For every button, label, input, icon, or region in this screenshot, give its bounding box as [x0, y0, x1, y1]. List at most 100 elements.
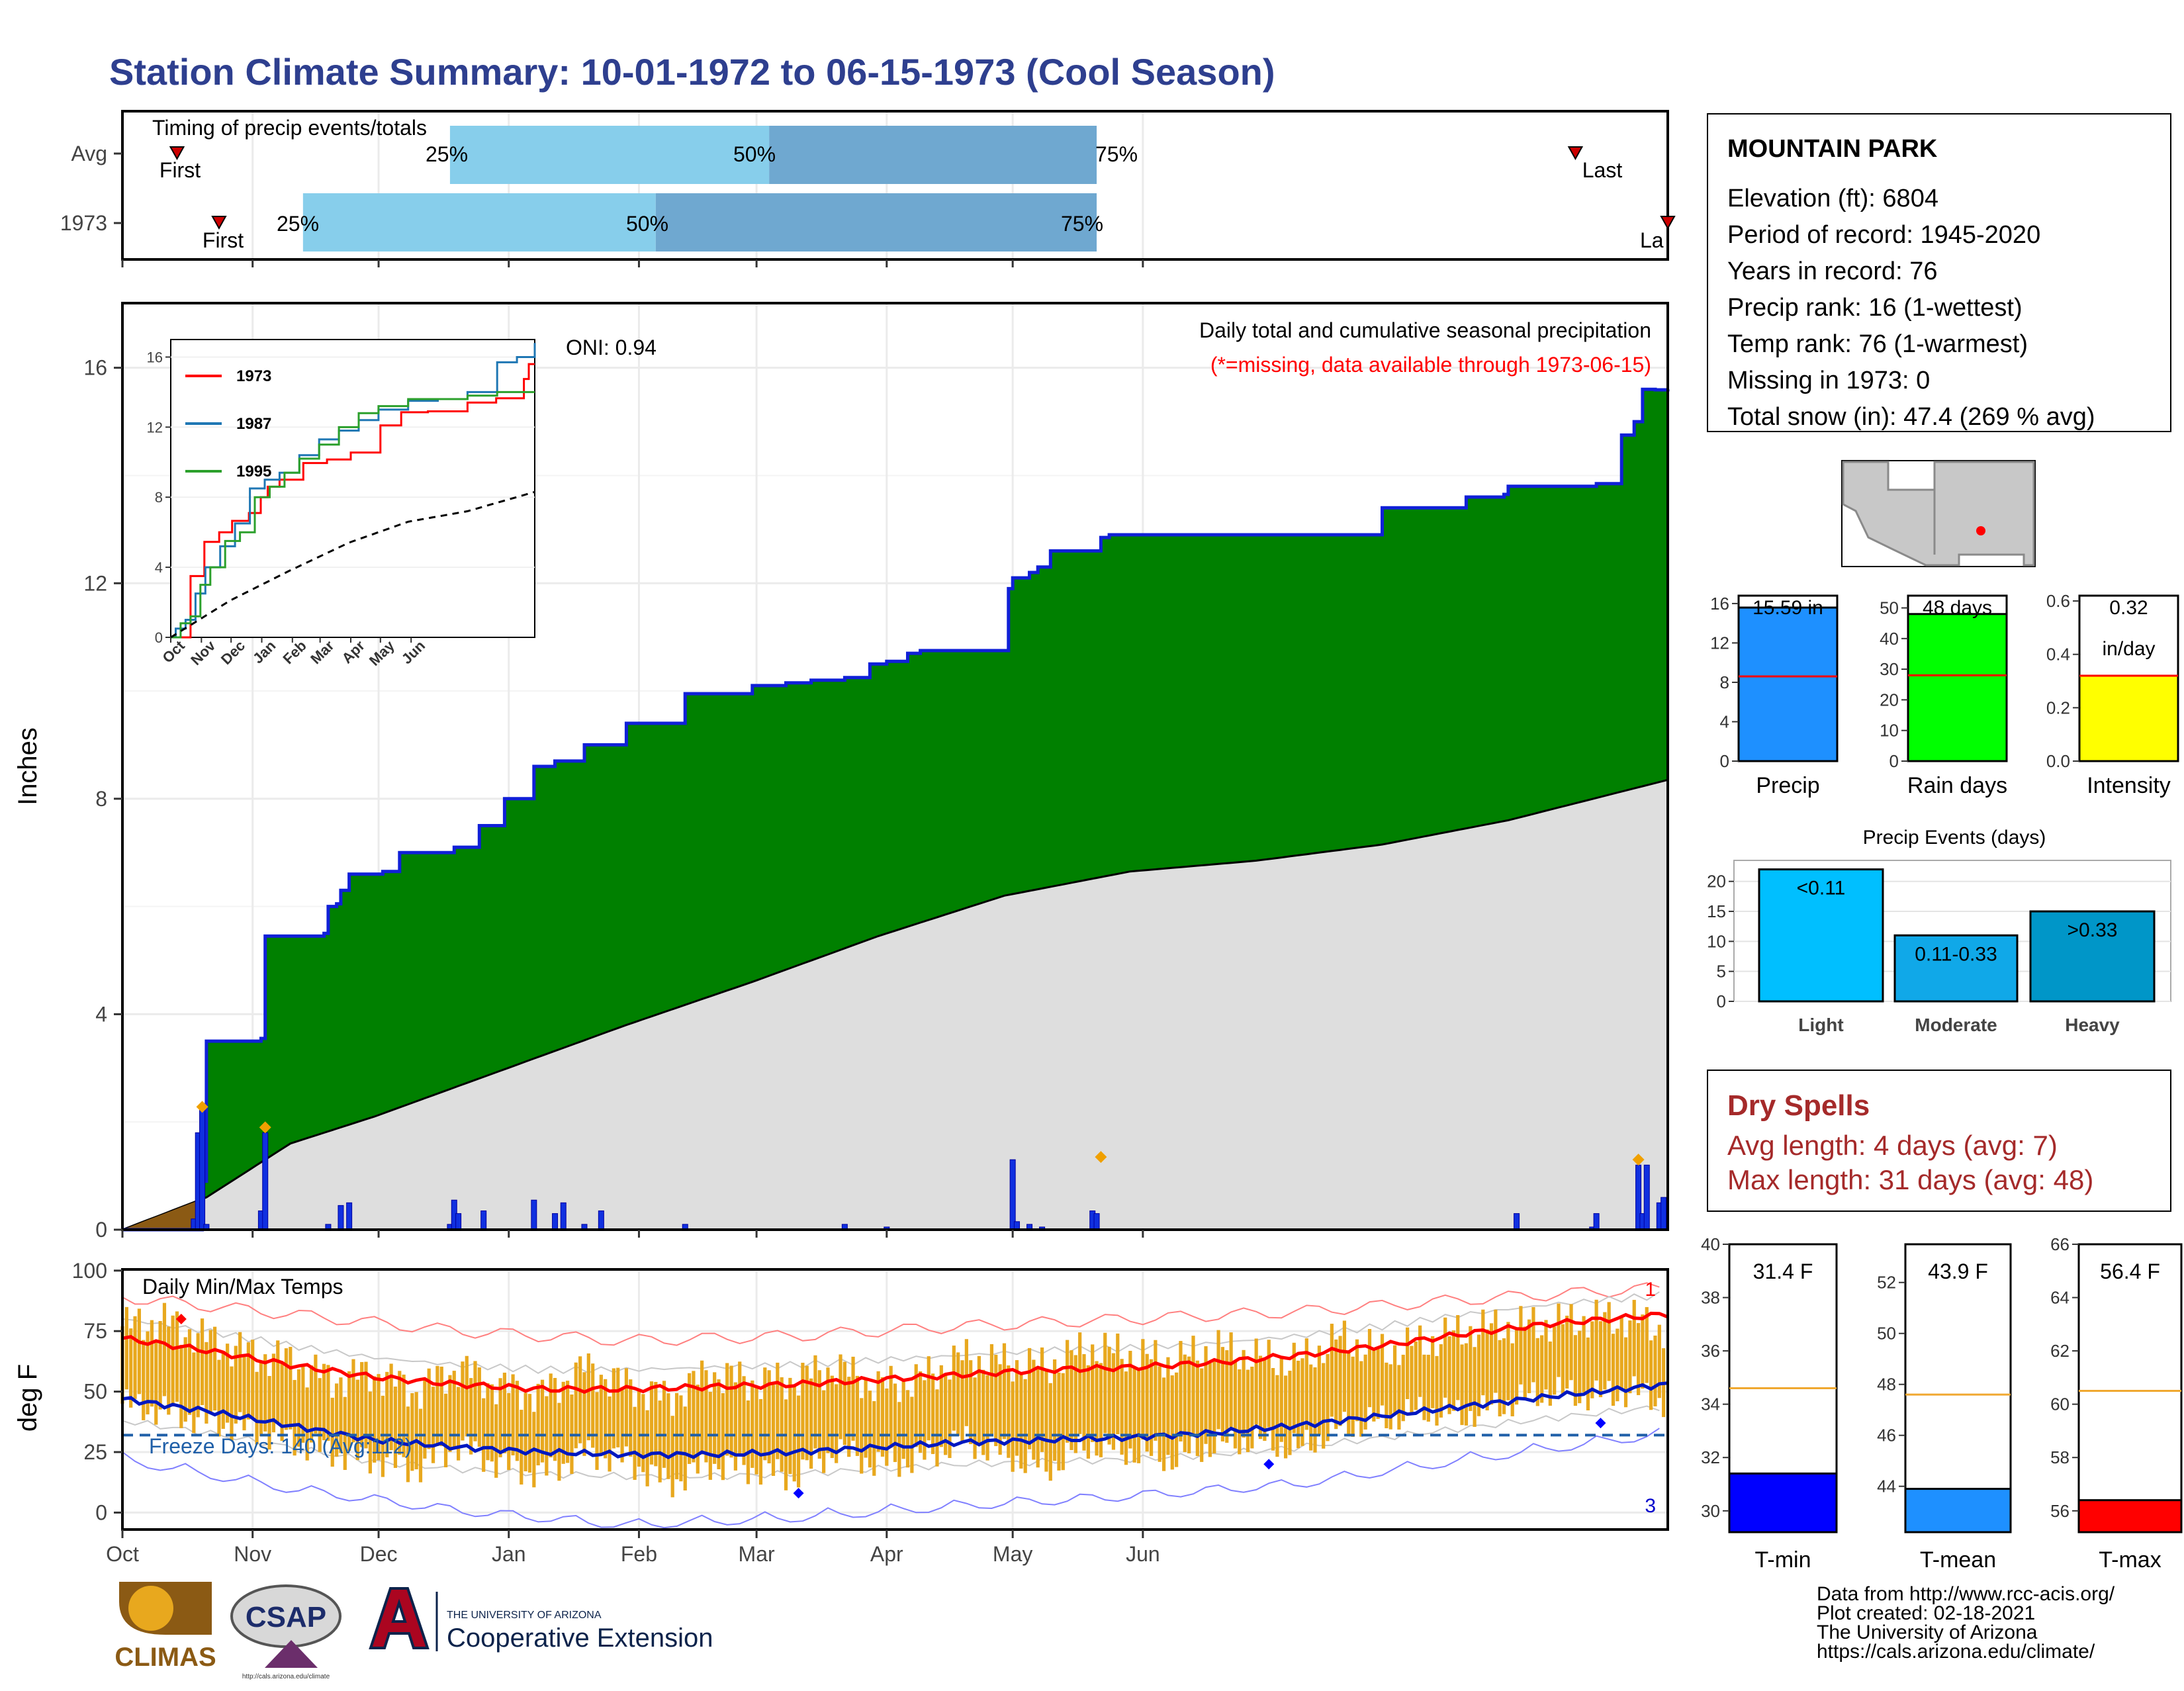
daily-temp-bar — [780, 1377, 784, 1472]
daily-temp-bar — [561, 1381, 565, 1464]
events-bar-Light — [1758, 868, 1884, 1003]
daily-temp-bar — [284, 1348, 289, 1430]
events-bar-label-1: 0.11-0.33 — [1915, 943, 1997, 965]
daily-precip-bar — [199, 1105, 206, 1230]
daily-temp-bar — [322, 1363, 326, 1441]
daily-temp-bar — [1179, 1341, 1183, 1441]
daily-temp-bar — [314, 1354, 318, 1434]
daily-temp-bar — [385, 1371, 389, 1457]
daily-temp-bar — [553, 1377, 557, 1461]
mini-bar-ytick-label: 30 — [1880, 659, 1899, 679]
temp-mini-value-1: 43.9 F — [1928, 1259, 1988, 1283]
daily-temp-bar — [1523, 1326, 1527, 1400]
daily-temp-bar — [842, 1361, 846, 1445]
daily-temp-bar — [692, 1371, 696, 1463]
freeze-days-label: Freeze Days: 140 (Avg:112) — [149, 1434, 412, 1458]
daily-temp-bar — [1481, 1309, 1485, 1396]
daily-temp-bar — [952, 1346, 956, 1431]
daily-temp-bar — [1238, 1369, 1242, 1455]
daily-temp-bar — [733, 1382, 737, 1471]
daily-temp-bar — [1187, 1356, 1191, 1453]
daily-temp-bar — [574, 1362, 578, 1449]
temp-mini-ytick-label: 40 — [1701, 1234, 1720, 1254]
daily-temp-bar — [1069, 1350, 1073, 1450]
daily-temp-bar — [280, 1363, 284, 1441]
daily-temp-bar — [423, 1379, 427, 1459]
mini-bar-Precip — [1737, 606, 1839, 762]
dry-spells-avg: Avg length: 4 days (avg: 7) — [1727, 1130, 2058, 1161]
station-location-dot — [1976, 526, 1985, 535]
daily-temp-bar — [465, 1355, 469, 1437]
daily-temp-bar — [549, 1373, 553, 1458]
daily-temp-bar — [578, 1356, 582, 1443]
daily-temp-bar — [318, 1378, 322, 1452]
daily-temp-bar — [1502, 1338, 1506, 1414]
daily-temp-bar — [339, 1377, 343, 1453]
timing-row-label-year: 1973 — [60, 211, 107, 235]
precip-ytick-label: 12 — [83, 571, 107, 595]
daily-temp-bar — [439, 1366, 443, 1447]
footer-url: https://cals.arizona.edu/climate/ — [1817, 1641, 2095, 1663]
daily-temp-bar — [746, 1400, 751, 1485]
station-years: Years in record: 76 — [1727, 257, 1938, 285]
daily-temp-bar — [187, 1329, 192, 1415]
snow-event-marker — [259, 1121, 271, 1134]
daily-temp-bar — [234, 1346, 238, 1424]
temp-ytick-label: 75 — [83, 1319, 107, 1343]
daily-temp-bar — [771, 1385, 776, 1476]
mini-bar-ytick-label: 10 — [1880, 721, 1899, 741]
temp-mini-value-0: 31.4 F — [1753, 1259, 1813, 1283]
daily-temp-bar — [1313, 1367, 1317, 1453]
timing-year-first-label: First — [203, 228, 244, 252]
timing-row-label-avg: Avg — [71, 142, 107, 165]
daily-temp-bar — [948, 1379, 952, 1458]
daily-temp-bar — [1023, 1379, 1027, 1473]
daily-temp-bar — [918, 1371, 923, 1453]
station-precip-rank: Precip rank: 16 (1-wettest) — [1727, 294, 2023, 322]
daily-temp-bar — [1439, 1344, 1443, 1418]
daily-temp-bar — [205, 1342, 208, 1424]
timing-panel-frame — [121, 110, 1669, 261]
daily-temp-bar — [477, 1367, 481, 1447]
daily-temp-bar — [1510, 1343, 1514, 1416]
daily-temp-bar — [1548, 1341, 1552, 1406]
daily-temp-bar — [326, 1365, 330, 1441]
daily-temp-bar — [1078, 1332, 1082, 1434]
temp-mini-label-2: T-max — [2099, 1547, 2161, 1573]
events-ytick-label: 15 — [1707, 901, 1726, 921]
daily-temp-bar — [1200, 1368, 1204, 1462]
daily-temp-bar — [431, 1387, 435, 1463]
inset-legend: 1973 1987 1995 — [185, 367, 271, 480]
daily-temp-bar — [1066, 1340, 1069, 1443]
daily-temp-bar — [259, 1361, 263, 1437]
daily-temp-bar — [939, 1365, 943, 1447]
timing-year-q75-label: 75% — [1061, 212, 1103, 236]
daily-temp-bar — [776, 1362, 780, 1459]
daily-temp-bar — [1300, 1358, 1304, 1446]
daily-temp-bar — [217, 1359, 221, 1437]
daily-temp-bar — [1473, 1347, 1477, 1427]
daily-temp-bar — [1657, 1324, 1661, 1398]
daily-precip-bar — [338, 1205, 344, 1230]
daily-temp-bar — [880, 1377, 885, 1457]
first-event-marker-1 — [211, 216, 227, 230]
month-tick-label: Nov — [234, 1542, 271, 1566]
daily-precip-bar — [531, 1199, 537, 1230]
daily-temp-bar — [267, 1376, 271, 1450]
daily-temp-bar — [801, 1363, 805, 1460]
daily-temp-bar — [1326, 1353, 1330, 1441]
daily-temp-bar — [700, 1360, 704, 1455]
temp-ytick-label: 0 — [95, 1500, 107, 1524]
daily-temp-bar — [146, 1331, 150, 1415]
daily-temp-bar — [175, 1311, 179, 1402]
daily-temp-bar — [1582, 1316, 1586, 1393]
temp-mini-ytick-label: 48 — [1877, 1375, 1896, 1394]
daily-temp-bar — [1057, 1372, 1061, 1471]
daily-temp-bar — [276, 1340, 280, 1423]
daily-temp-bar — [1158, 1366, 1161, 1462]
average-min-line — [122, 1381, 1668, 1459]
daily-temp-bar — [1195, 1360, 1199, 1456]
station-box-frame — [1707, 113, 2171, 432]
daily-temp-bar — [167, 1326, 171, 1415]
